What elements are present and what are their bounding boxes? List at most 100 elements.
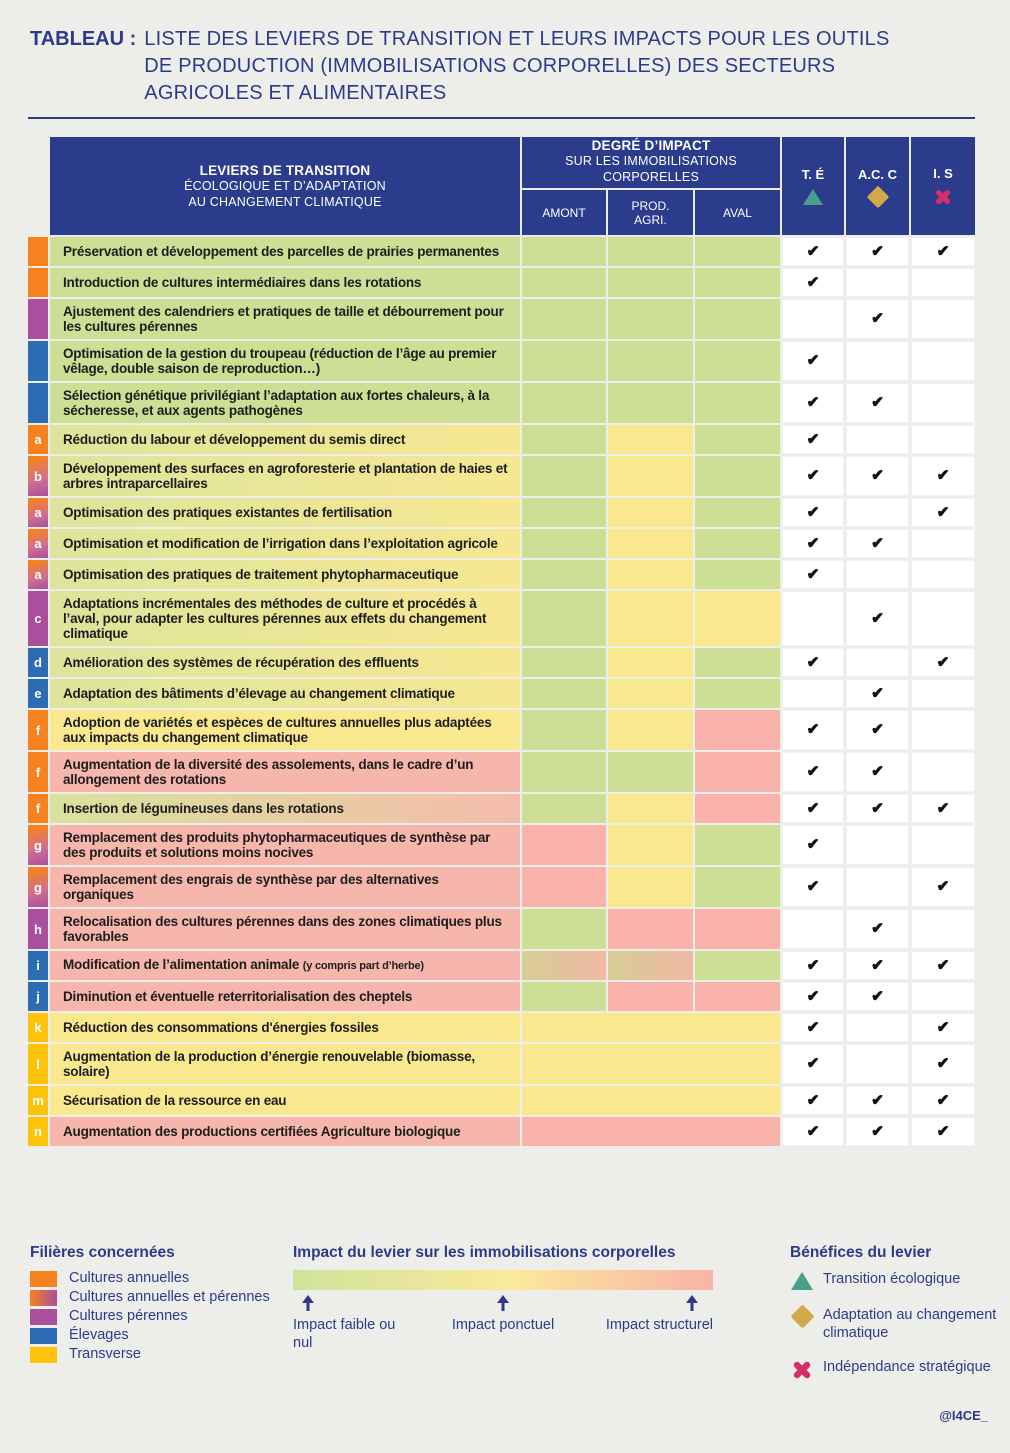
swatch-blue — [30, 1327, 57, 1344]
table-row: a Optimisation des pratiques existantes d… — [28, 498, 975, 527]
check-cell-is: ✔ — [911, 794, 975, 823]
table-row: Sélection génétique privilégiant l’adapt… — [28, 383, 975, 423]
lever-label: Optimisation des pratiques de traitement… — [50, 560, 520, 589]
impact-cell-prod — [608, 560, 693, 589]
lever-label: Relocalisation des cultures pérennes dan… — [50, 909, 520, 949]
check-cell-te: ✔ — [782, 425, 844, 454]
check-cell-is — [911, 679, 975, 708]
filiere-tag: l — [28, 1044, 48, 1084]
impact-cell-aval — [695, 951, 780, 980]
impact-cell-prod — [608, 679, 693, 708]
check-cell-te: ✔ — [782, 383, 844, 423]
title-line-1: LISTE DES LEVIERS DE TRANSITION ET LEURS… — [144, 28, 890, 50]
table-row: Introduction de cultures intermédiaires … — [28, 268, 975, 297]
check-icon: ✔ — [806, 534, 820, 552]
lever-label: Sélection génétique privilégiant l’adapt… — [50, 383, 520, 423]
impact-cell-amont — [522, 456, 606, 496]
check-cell-acc: ✔ — [846, 1117, 909, 1146]
impact-cell-prod — [608, 425, 693, 454]
lever-label: Insertion de légumineuses dans les rotat… — [50, 794, 520, 823]
lever-label: Optimisation des pratiques existantes de… — [50, 498, 520, 527]
header-degre-subcols: AMONT PROD. AGRI. AVAL — [522, 190, 780, 235]
filiere-tag — [28, 341, 48, 381]
legend-benefices-title: Bénéfices du levier — [790, 1244, 932, 1261]
check-cell-te: ✔ — [782, 867, 844, 907]
check-icon: ✔ — [936, 878, 950, 896]
impact-mark-faible: Impact faible ou nul — [293, 1295, 403, 1352]
check-icon: ✔ — [806, 1018, 820, 1036]
check-icon: ✔ — [871, 920, 885, 938]
filiere-tag: j — [28, 982, 48, 1011]
check-cell-acc — [846, 825, 909, 865]
check-cell-is — [911, 591, 975, 646]
impact-cell-aval — [695, 825, 780, 865]
impact-cell-aval — [695, 648, 780, 677]
lever-label: Sécurisation de la ressource en eau — [50, 1086, 520, 1115]
page-title: TABLEAU : LISTE DES LEVIERS DE TRANSITIO… — [30, 26, 960, 107]
check-cell-acc — [846, 560, 909, 589]
check-cell-acc — [846, 425, 909, 454]
title-lines: LISTE DES LEVIERS DE TRANSITION ET LEURS… — [144, 26, 889, 107]
check-cell-is: ✔ — [911, 951, 975, 980]
impact-cell-prod — [608, 982, 693, 1011]
filiere-tag: e — [28, 679, 48, 708]
legend-item: Cultures annuelles — [30, 1270, 280, 1287]
impact-cell-amont — [522, 752, 606, 792]
check-cell-acc — [846, 648, 909, 677]
check-icon: ✔ — [871, 467, 885, 485]
impact-cell-aval — [695, 710, 780, 750]
check-cell-is: ✔ — [911, 867, 975, 907]
check-icon: ✔ — [871, 1122, 885, 1140]
legend-filieres: Filières concernées Cultures annuelles C… — [30, 1244, 280, 1365]
check-icon: ✔ — [871, 394, 885, 412]
impact-cell-merged — [522, 1086, 780, 1115]
header-leviers-title: LEVIERS DE TRANSITION — [199, 162, 371, 178]
impact-cell-amont — [522, 951, 606, 980]
legend-item: Adaptation au changement climatique — [789, 1304, 1005, 1342]
table-row: k Réduction des consommations d'énergies … — [28, 1013, 975, 1042]
check-icon: ✔ — [806, 721, 820, 739]
impact-cell-merged — [522, 1044, 780, 1084]
check-cell-is — [911, 425, 975, 454]
header-leviers-sub2: AU CHANGEMENT CLIMATIQUE — [188, 194, 382, 209]
impact-cell-prod — [608, 825, 693, 865]
lever-label: Adaptations incrémentales des méthodes d… — [50, 591, 520, 646]
impact-cell-aval — [695, 591, 780, 646]
check-icon: ✔ — [936, 956, 950, 974]
cross-icon — [793, 1361, 811, 1379]
check-cell-acc: ✔ — [846, 591, 909, 646]
check-cell-acc — [846, 1044, 909, 1084]
legend-item: Cultures annuelles et pérennes — [30, 1289, 280, 1306]
impact-cell-amont — [522, 383, 606, 423]
check-cell-is — [911, 268, 975, 297]
title-divider — [28, 117, 975, 119]
check-cell-te — [782, 679, 844, 708]
check-icon: ✔ — [806, 878, 820, 896]
check-icon: ✔ — [936, 799, 950, 817]
check-icon: ✔ — [806, 352, 820, 370]
check-cell-te — [782, 909, 844, 949]
check-cell-acc: ✔ — [846, 710, 909, 750]
check-cell-te: ✔ — [782, 1117, 844, 1146]
check-cell-te: ✔ — [782, 1013, 844, 1042]
impact-cell-aval — [695, 498, 780, 527]
lever-label: Amélioration des systèmes de récupératio… — [50, 648, 520, 677]
impact-cell-aval — [695, 299, 780, 339]
table-row: m Sécurisation de la ressource en eau ✔ ✔ ✔ — [28, 1086, 975, 1115]
title-line-3: AGRICOLES ET ALIMENTAIRES — [144, 82, 447, 104]
impact-cell-prod — [608, 498, 693, 527]
filiere-tag: b — [28, 456, 48, 496]
check-cell-is: ✔ — [911, 1044, 975, 1084]
filiere-tag: a — [28, 425, 48, 454]
swatch-orange-purple — [30, 1289, 57, 1306]
impact-cell-amont — [522, 529, 606, 558]
check-cell-acc: ✔ — [846, 383, 909, 423]
filiere-tag: f — [28, 794, 48, 823]
lever-label: Réduction des consommations d'énergies f… — [50, 1013, 520, 1042]
table-row: j Diminution et éventuelle reterritoriali… — [28, 982, 975, 1011]
check-cell-acc: ✔ — [846, 529, 909, 558]
filiere-tag: g — [28, 867, 48, 907]
filiere-tag: f — [28, 710, 48, 750]
filiere-tag: i — [28, 951, 48, 980]
header-col-acc: A.C. C — [846, 137, 909, 235]
